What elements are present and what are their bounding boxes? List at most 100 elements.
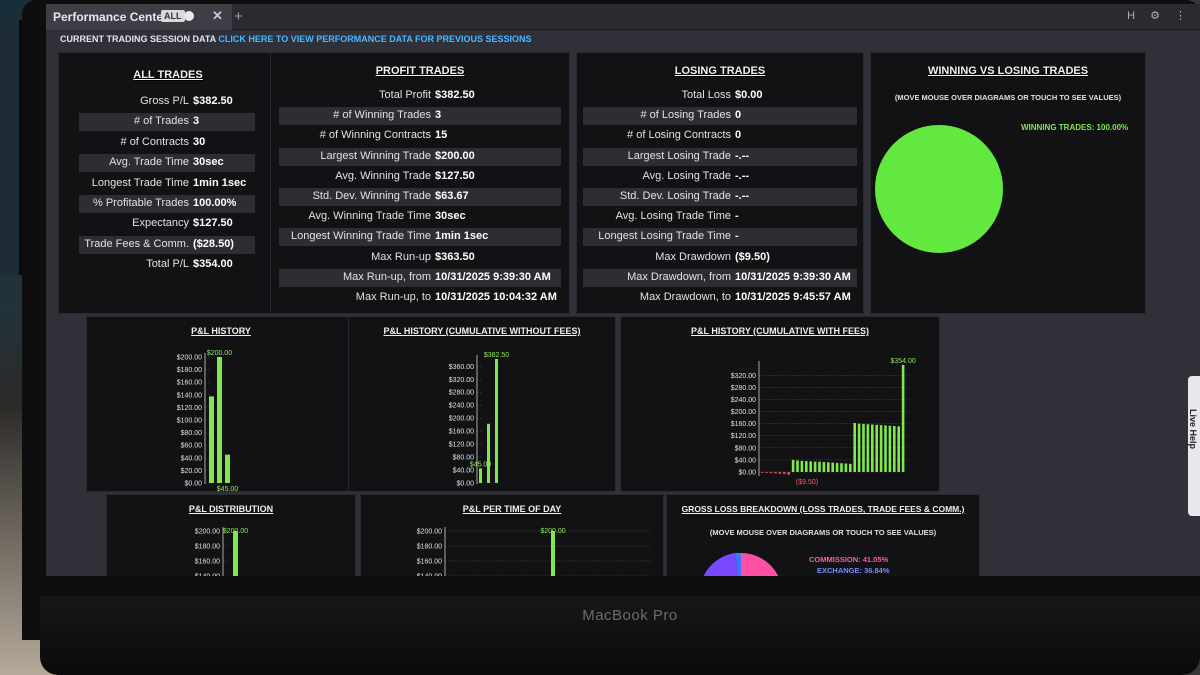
bar [888,425,892,472]
stat-row: Expectancy $127.50 [79,215,255,233]
session-label: CURRENT TRADING SESSION DATA [60,34,216,44]
y-tick-label: $80.00 [735,445,757,452]
stat-row: Trade Fees & Comm. ($28.50) [79,235,255,254]
bar [857,423,861,472]
bar [862,423,865,472]
bar [209,396,214,483]
y-tick-label: $240.00 [449,403,474,410]
pl-time-of-day-panel: P&L PER TIME OF DAY $200.00 $180.00 $160.0… [360,494,664,576]
stat-label: Max Drawdown [655,250,731,263]
stat-row: # of Contracts 30 [79,134,255,152]
bar-value-label: $200.00 [223,528,248,535]
bar [796,460,799,472]
laptop-base [40,596,1200,675]
stat-value: $354.00 [193,258,233,271]
pl-cumulative-no-fees-chart[interactable]: $360.00 $320.00 $280.00 $240.00 $200.00 $160.… [349,317,617,493]
stat-row: Max Drawdown ($9.50) [583,249,857,267]
previous-sessions-link[interactable]: CLICK HERE TO VIEW PERFORMANCE DATA FOR … [218,34,532,44]
live-help-tab[interactable] [1188,376,1200,516]
chart-title: P&L HISTORY (CUMULATIVE WITH FEES) [690,326,869,336]
gross-loss-pie[interactable] [667,495,981,576]
tab-performance-center[interactable]: Performance Center ALL ✕ [46,4,232,30]
pie-slice-winning [875,125,1003,253]
stat-value: $363.50 [435,250,475,263]
bar [774,471,777,474]
stat-row: Total Loss $0.00 [583,87,857,105]
tab-title: Performance Center [53,10,168,24]
pl-cumulative-with-fees-panel: P&L HISTORY (CUMULATIVE WITH FEES) $320.… [620,316,940,492]
bar [853,423,856,472]
stat-label: # of Losing Contracts [627,129,731,142]
stat-row: # of Winning Trades 3 [279,107,561,126]
hover-hint: (MOVE MOUSE OVER DIAGRAMS OR TOUCH TO SE… [894,93,1122,102]
stat-label: # of Losing Trades [640,109,731,122]
legend-commission: COMMISSION: 41.05% [809,555,889,564]
bar [849,463,852,472]
pl-history-chart[interactable]: $200.00 $180.00 $160.00 $140.00 $120.00 $100.… [87,317,357,493]
bar [831,462,834,472]
bar-value-label: $45.00 [470,461,492,468]
stat-row: Total P/L $354.00 [79,256,255,274]
win-pie-chart[interactable] [871,53,1147,315]
stat-row: Avg. Losing Trade Time - [583,208,857,226]
stat-row: Avg. Trade Time 30sec [79,154,255,173]
stat-row: Largest Winning Trade $200.00 [279,147,561,166]
y-tick-label: $200.00 [417,529,442,536]
pl-cumulative-with-fees-chart[interactable]: $320.00 $280.00 $240.00 $200.00 $160.00 $120.… [621,317,941,493]
stat-row: % Profitable Trades 100.00% [79,195,255,213]
window-controls[interactable]: H ⚙ ⋮ [1127,10,1192,22]
y-tick-label: $20.00 [181,468,203,475]
pl-time-of-day-chart[interactable]: $200.00$180.00$160.00$140.00$120.00$200.… [361,495,665,576]
y-tick-label: $40.00 [453,468,475,475]
y-tick-label: $160.00 [195,559,220,566]
bar [879,425,883,472]
bar [822,462,826,472]
stat-value: 0 [735,109,742,122]
tab-badge-all[interactable]: ALL [161,10,185,22]
y-tick-label: $280.00 [449,390,474,397]
close-icon[interactable]: ✕ [212,8,223,23]
stat-value: 10/31/2025 9:39:30 AM [435,270,551,283]
bar-value-label: $200.00 [207,350,232,357]
y-tick-label: $160.00 [731,421,756,428]
pie-slice-other [735,552,741,576]
stat-value: 15 [435,129,448,142]
live-help-label[interactable]: Live Help [1188,409,1198,450]
bar [479,468,482,483]
pie-legend-winning: WINNING TRADES: 100.00% [1021,123,1129,132]
y-tick-label: $360.00 [449,364,474,371]
max-value-label: $354.00 [890,358,915,365]
y-tick-label: $140.00 [177,392,202,399]
bar [217,357,222,483]
stat-value: $382.50 [435,89,475,101]
stat-label: Largest Losing Trade [627,149,731,162]
y-tick-label: $280.00 [731,385,756,392]
pl-distribution-chart[interactable]: $200.00$180.00$160.00$140.00$120.00$200.… [107,495,357,576]
bar [866,424,870,472]
pl-distribution-panel: P&L DISTRIBUTION $200.00 $180.00 $160.00 $1… [106,494,356,576]
stat-row: Total Profit $382.50 [279,87,561,105]
stat-value: $200.00 [435,149,475,162]
hover-hint: (MOVE MOUSE OVER DIAGRAMS OR TOUCH TO SE… [709,528,937,537]
y-tick-label: $200.00 [449,416,474,423]
bar [818,461,821,472]
external-monitor-edge [0,20,22,275]
bar-value-label: $382.50 [484,352,509,359]
pie-slice-exchange [703,553,739,576]
bar [805,461,808,472]
stat-row: Longest Winning Trade Time 1min 1sec [279,228,561,247]
y-tick-label: $80.00 [453,455,475,462]
y-tick-label: $40.00 [181,455,203,462]
stat-value: 1min 1sec [193,176,247,189]
bar [487,423,490,483]
bar [809,461,812,472]
chart-title: GROSS LOSS BREAKDOWN (LOSS TRADES, TRADE… [681,504,965,514]
stat-label: Avg. Losing Trade [642,169,731,182]
y-tick-label: $120.00 [449,442,474,449]
stat-label: Max Run-up [371,250,431,263]
y-tick-label: $200.00 [731,409,756,416]
stat-label: Longest Losing Trade Time [598,230,731,243]
add-tab-button[interactable]: + [234,8,243,25]
bar [791,459,795,472]
y-tick-label: $240.00 [731,397,756,404]
